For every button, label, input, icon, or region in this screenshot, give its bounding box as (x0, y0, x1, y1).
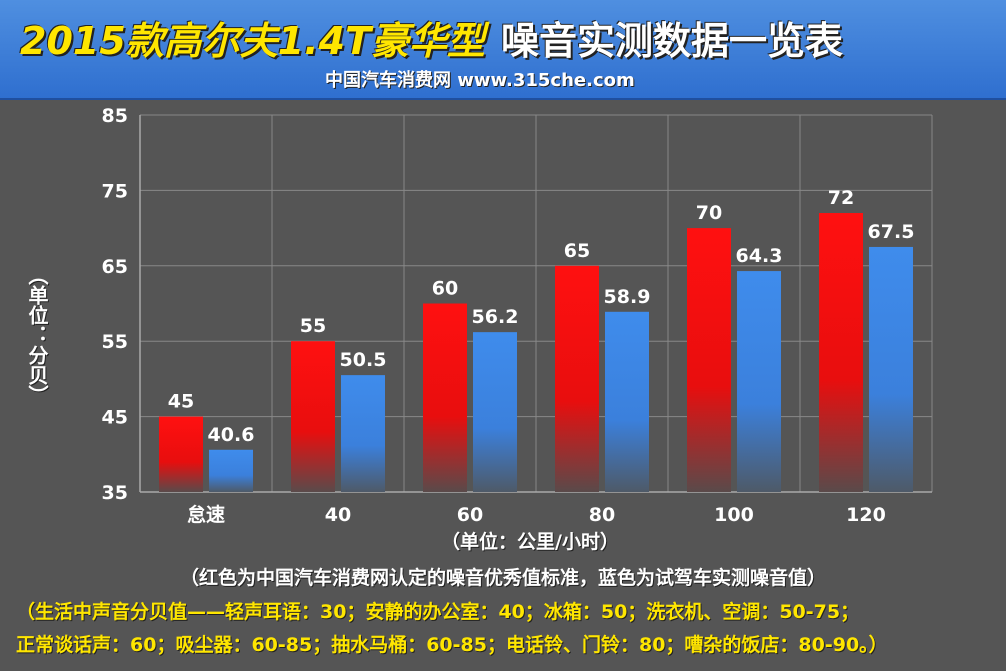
x-tick-label: 40 (325, 504, 351, 526)
chart-grid (139, 114, 933, 493)
bar-measured (473, 332, 517, 492)
chart-labels: 35 45 55 65 75 85 45 40.6 怠速 55 50.5 40 60 56.2 60 65 58… (102, 105, 915, 526)
data-label-standard: 65 (564, 240, 590, 262)
bar-measured (737, 271, 781, 492)
bar-standard (159, 416, 203, 492)
data-label-measured: 40.6 (208, 424, 255, 446)
data-label-measured: 64.3 (736, 245, 783, 267)
data-label-standard: 72 (828, 187, 854, 209)
reference-note-line-2: 正常谈话声：60；吸尘器：60-85；抽水马桶：60-85；电话铃、门铃：80；… (16, 634, 888, 656)
data-label-standard: 55 (300, 315, 326, 337)
y-tick-label: 65 (102, 256, 128, 278)
data-label-standard: 70 (696, 202, 722, 224)
data-label-measured: 56.2 (472, 306, 519, 328)
data-label-measured: 58.9 (604, 286, 651, 308)
title-topic: 噪音实测数据一览表 (501, 19, 844, 63)
y-tick-label: 75 (102, 180, 128, 202)
x-tick-label: 60 (457, 504, 483, 526)
noise-bar-chart: 35 45 55 65 75 85 45 40.6 怠速 55 50.5 40 60 56.2 60 65 58… (102, 105, 933, 526)
chart-bars (159, 213, 913, 492)
reference-note-line-1: （生活中声音分贝值——轻声耳语：30；安静的办公室：40；冰箱：50；洗衣机、空… (16, 601, 860, 623)
y-tick-label: 35 (102, 482, 128, 504)
y-tick-label: 45 (102, 407, 128, 429)
bar-standard (423, 303, 467, 492)
data-label-measured: 50.5 (340, 349, 387, 371)
bar-measured (341, 375, 385, 492)
bar-measured (209, 449, 253, 492)
bar-standard (687, 228, 731, 492)
legend-note: （红色为中国汽车消费网认定的噪音优秀值标准，蓝色为试驾车实测噪音值） (179, 567, 826, 589)
bar-standard (291, 341, 335, 492)
data-label-standard: 45 (168, 391, 194, 413)
data-label-measured: 67.5 (868, 221, 915, 243)
bar-standard (819, 213, 863, 492)
x-tick-label: 120 (846, 504, 886, 526)
data-label-standard: 60 (432, 278, 458, 300)
title-model: 2015款高尔夫1.4T豪华型 (20, 19, 485, 63)
x-tick-label: 怠速 (187, 503, 225, 526)
site-subtitle: 中国汽车消费网 www.315che.com (325, 70, 635, 91)
bar-measured (869, 246, 913, 492)
y-tick-label: 85 (102, 105, 128, 127)
y-axis-label: （单位：分贝） (25, 265, 49, 405)
x-tick-label: 80 (589, 504, 615, 526)
page-title: 2015款高尔夫1.4T豪华型 噪音实测数据一览表 (20, 10, 990, 63)
x-axis-label: （单位：公里/小时） (441, 531, 619, 553)
header-banner: 2015款高尔夫1.4T豪华型 噪音实测数据一览表 中国汽车消费网 www.315… (0, 0, 1006, 100)
y-tick-label: 55 (102, 331, 128, 353)
bar-measured (605, 311, 649, 492)
bar-standard (555, 265, 599, 492)
x-tick-label: 100 (714, 504, 754, 526)
